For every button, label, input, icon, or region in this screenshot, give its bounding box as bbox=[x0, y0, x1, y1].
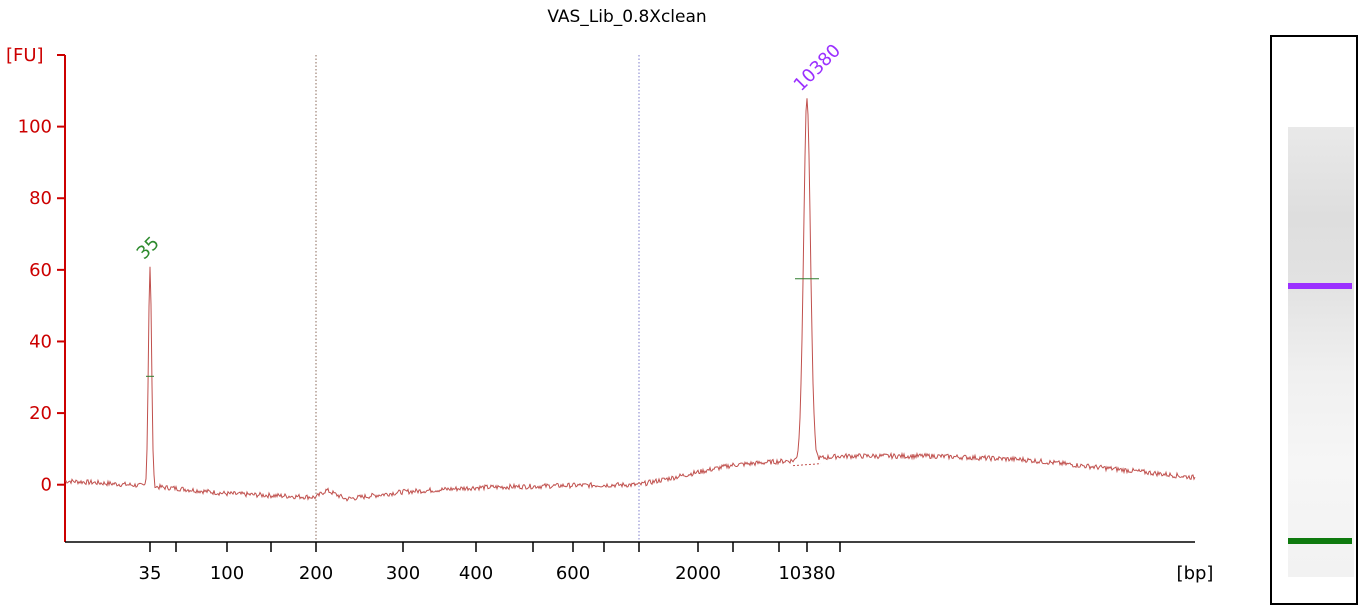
trace bbox=[64, 98, 1196, 502]
x-tick-label-2000: 2000 bbox=[675, 563, 721, 584]
y-tick-label-100: 100 bbox=[18, 117, 52, 138]
y-tick-label-80: 80 bbox=[29, 188, 52, 209]
electropherogram-chart: VAS_Lib_0.8Xclean [FU] [bp] 0 20 40 60 80 100… bbox=[6, 7, 1214, 584]
chart-title: VAS_Lib_0.8Xclean bbox=[547, 7, 706, 27]
x-tick-label-35: 35 bbox=[139, 563, 162, 584]
x-tick-label-10380: 10380 bbox=[778, 563, 835, 584]
x-tick-label-600: 600 bbox=[556, 563, 590, 584]
peak-label-35: 35 bbox=[133, 233, 164, 264]
x-tick-label-300: 300 bbox=[386, 563, 420, 584]
y-tick-label-20: 20 bbox=[29, 403, 52, 424]
x-axis-label: [bp] bbox=[1177, 563, 1214, 584]
x-tick-label-100: 100 bbox=[210, 563, 244, 584]
gel-band-35 bbox=[1288, 537, 1352, 544]
x-tick-label-400: 400 bbox=[459, 563, 493, 584]
peak-label-10380: 10380 bbox=[790, 40, 845, 95]
reference-lines bbox=[315, 55, 640, 542]
trace-line bbox=[64, 98, 1196, 502]
y-tick-label-40: 40 bbox=[29, 331, 52, 352]
y-axis-label: [FU] bbox=[6, 45, 44, 66]
gel-band-10380 bbox=[1288, 283, 1352, 290]
gel-image bbox=[1270, 35, 1358, 605]
y-tick-label-0: 0 bbox=[41, 475, 52, 496]
peak-markers: 35 10380 bbox=[133, 40, 845, 467]
y-tick-label-60: 60 bbox=[29, 260, 52, 281]
gel-lane bbox=[1288, 127, 1354, 577]
peak-baseline-10380 bbox=[792, 463, 822, 467]
x-tick-label-200: 200 bbox=[299, 563, 333, 584]
axes: 0 20 40 60 80 100 35 100 200 300 400 600 2000 10380 bbox=[18, 54, 1195, 584]
